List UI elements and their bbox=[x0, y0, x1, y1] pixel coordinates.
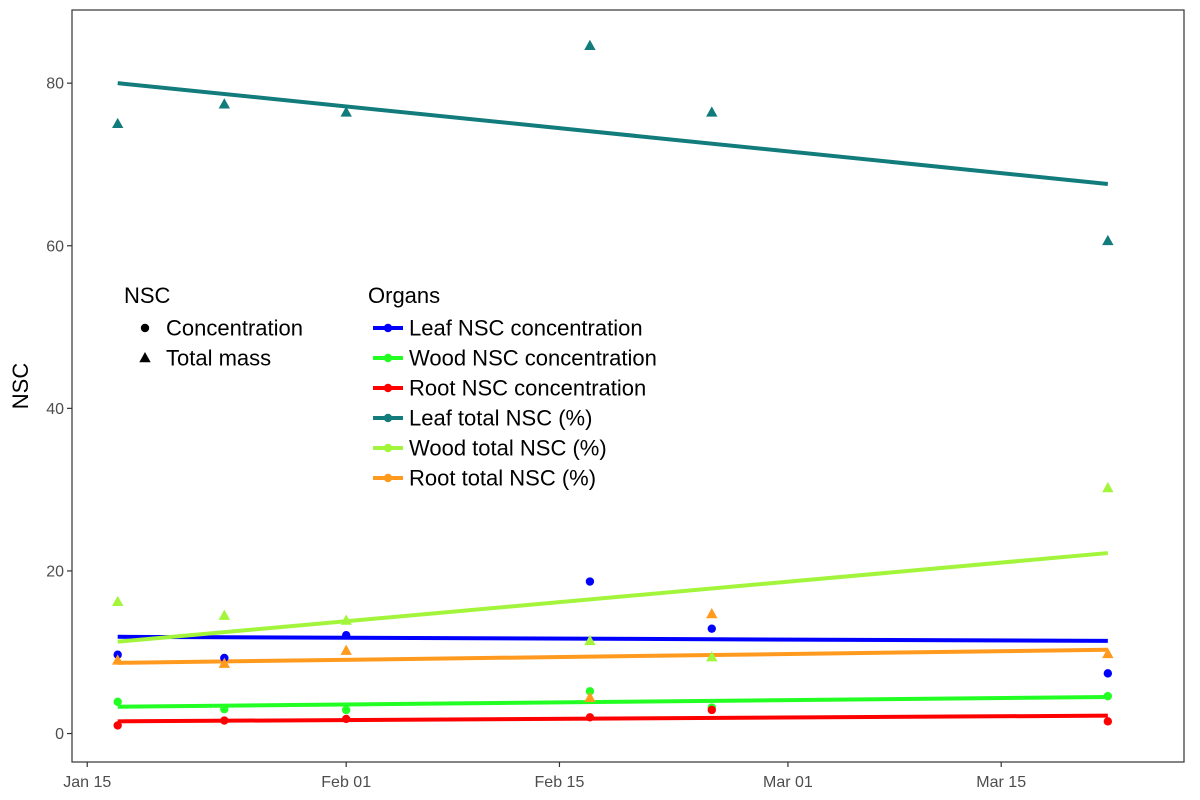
legend: NSC Organs Concentration Total mass Leaf … bbox=[124, 283, 657, 491]
legend-color-title: Organs bbox=[368, 283, 440, 308]
fit-line-wood-total-nsc bbox=[117, 551, 1109, 644]
point-wood-total-nsc bbox=[584, 634, 596, 646]
y-tick-label: 40 bbox=[46, 401, 64, 418]
point-leaf-nsc-concentration bbox=[341, 630, 351, 640]
data-points bbox=[111, 39, 1114, 730]
point-wood-total-nsc bbox=[218, 609, 231, 620]
fit-line-root-total-nsc bbox=[117, 647, 1108, 665]
point-leaf-total-nsc bbox=[584, 39, 596, 50]
y-axis-title: NSC bbox=[8, 363, 33, 410]
point-wood-nsc-concentration bbox=[1103, 691, 1113, 701]
legend-key-dot-leaf-nsc-concentration bbox=[383, 323, 393, 333]
point-root-nsc-concentration bbox=[341, 714, 351, 724]
legend-label-wood-nsc-concentration: Wood NSC concentration bbox=[409, 346, 657, 371]
point-wood-total-nsc bbox=[1102, 482, 1114, 493]
point-root-total-nsc bbox=[706, 608, 718, 619]
legend-color-items: Leaf NSC concentration Wood NSC concentra… bbox=[373, 316, 657, 491]
point-leaf-total-nsc bbox=[111, 117, 124, 129]
legend-label-leaf-total-nsc: Leaf total NSC (%) bbox=[409, 406, 592, 431]
legend-key-concentration bbox=[140, 323, 150, 333]
x-tick-label: Feb 01 bbox=[321, 774, 371, 791]
point-root-total-nsc bbox=[340, 644, 352, 655]
point-root-nsc-concentration bbox=[585, 713, 595, 722]
legend-label-root-total-nsc: Root total NSC (%) bbox=[409, 466, 596, 491]
point-root-nsc-concentration bbox=[220, 716, 229, 725]
x-axis: Jan 15 Feb 01 Feb 15 Mar 01 Mar 15 bbox=[63, 762, 1026, 791]
legend-key-dot-wood-total-nsc bbox=[383, 443, 393, 453]
x-tick-label: Mar 15 bbox=[976, 774, 1026, 791]
point-wood-total-nsc bbox=[111, 595, 124, 607]
point-wood-nsc-concentration bbox=[341, 705, 351, 715]
legend-label-leaf-nsc-concentration: Leaf NSC concentration bbox=[409, 316, 643, 341]
point-leaf-nsc-concentration bbox=[1103, 669, 1113, 678]
y-axis: 0 20 40 60 80 bbox=[46, 76, 72, 743]
point-root-nsc-concentration bbox=[1103, 717, 1113, 726]
y-tick-label: 60 bbox=[46, 238, 64, 255]
point-root-total-nsc bbox=[1102, 647, 1114, 659]
legend-shape-items: Concentration Total mass bbox=[139, 316, 303, 371]
y-tick-label: 0 bbox=[55, 726, 64, 743]
point-root-nsc-concentration bbox=[707, 705, 716, 715]
fit-line-leaf-nsc-concentration bbox=[117, 634, 1108, 643]
x-tick-label: Jan 15 bbox=[63, 774, 111, 791]
point-leaf-nsc-concentration bbox=[707, 624, 716, 633]
point-leaf-total-nsc bbox=[340, 106, 352, 117]
legend-key-dot-root-nsc-concentration bbox=[383, 383, 393, 393]
point-wood-nsc-concentration bbox=[113, 697, 122, 707]
point-root-nsc-concentration bbox=[113, 721, 122, 730]
legend-label-wood-total-nsc: Wood total NSC (%) bbox=[409, 436, 607, 461]
legend-label-concentration: Concentration bbox=[166, 316, 303, 341]
fit-line-wood-nsc-concentration bbox=[117, 694, 1108, 709]
point-wood-nsc-concentration bbox=[585, 687, 595, 696]
point-wood-total-nsc bbox=[706, 651, 718, 662]
y-tick-label: 80 bbox=[46, 76, 64, 93]
legend-key-total-mass bbox=[139, 352, 151, 363]
point-wood-nsc-concentration bbox=[220, 704, 229, 714]
point-wood-total-nsc bbox=[340, 614, 352, 625]
fit-lines bbox=[117, 81, 1109, 724]
legend-shape-title: NSC bbox=[124, 283, 171, 308]
fit-line-leaf-total-nsc bbox=[117, 81, 1109, 186]
x-tick-label: Mar 01 bbox=[763, 774, 813, 791]
point-leaf-nsc-concentration bbox=[585, 577, 595, 586]
fit-line-root-nsc-concentration bbox=[117, 713, 1108, 724]
point-root-total-nsc bbox=[584, 691, 596, 702]
point-leaf-total-nsc bbox=[218, 98, 231, 109]
point-leaf-total-nsc bbox=[1102, 234, 1114, 246]
legend-label-root-nsc-concentration: Root NSC concentration bbox=[409, 376, 646, 401]
legend-key-dot-root-total-nsc bbox=[383, 473, 393, 483]
y-tick-label: 20 bbox=[46, 563, 64, 580]
legend-label-total-mass: Total mass bbox=[166, 346, 271, 371]
point-root-total-nsc bbox=[218, 657, 231, 668]
point-leaf-total-nsc bbox=[706, 106, 718, 117]
legend-key-dot-leaf-total-nsc bbox=[383, 413, 393, 423]
x-tick-label: Feb 15 bbox=[535, 774, 585, 791]
point-root-total-nsc bbox=[111, 654, 124, 665]
legend-key-dot-wood-nsc-concentration bbox=[383, 353, 393, 363]
